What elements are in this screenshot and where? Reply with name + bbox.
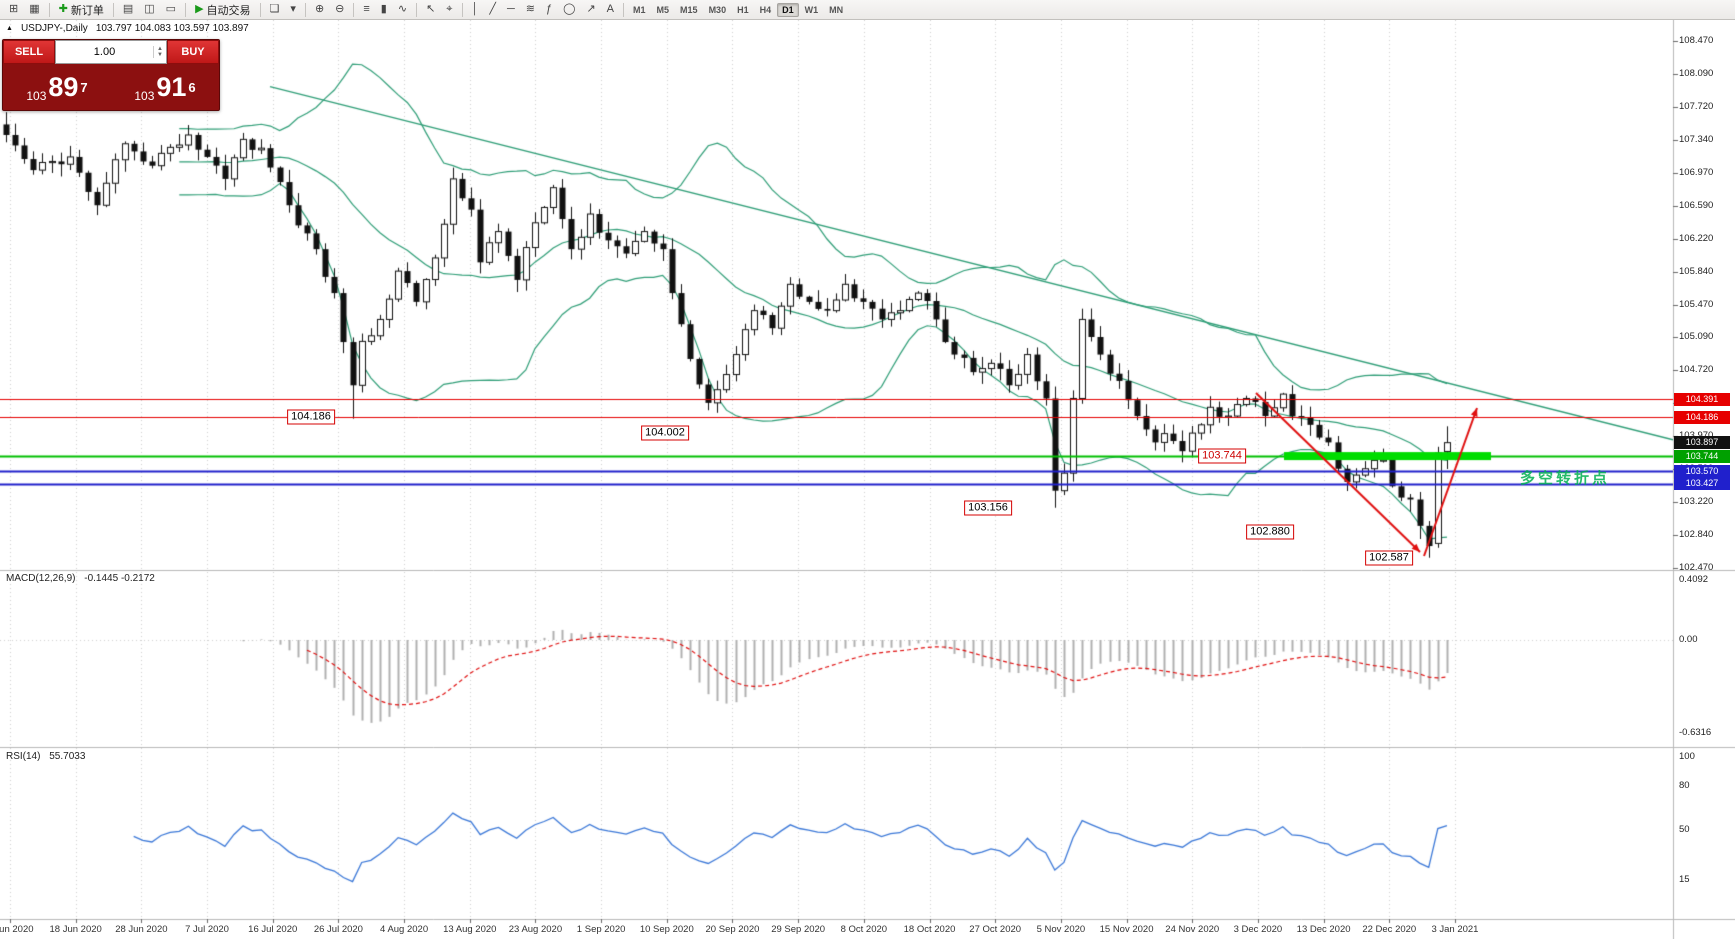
vertical-line-icon: │ bbox=[471, 3, 479, 15]
line-chart-icon: ∿ bbox=[397, 3, 408, 15]
trendline-icon: ╱ bbox=[489, 3, 496, 15]
chart-window-icon[interactable]: ⊞ bbox=[4, 1, 23, 18]
shapes-icon[interactable]: ◯ bbox=[558, 1, 580, 18]
autotrade-icon: ▶ bbox=[195, 3, 204, 15]
timeframe-mn[interactable]: MN bbox=[829, 4, 844, 15]
toolbar-separator bbox=[416, 2, 418, 17]
profiles-icon: ▾ bbox=[290, 3, 296, 15]
price-chart-canvas[interactable] bbox=[0, 20, 1735, 939]
symbol-ohlc-values: 103.797 104.083 103.597 103.897 bbox=[95, 23, 249, 34]
timeframe-h1[interactable]: H1 bbox=[737, 4, 749, 15]
cursor-icon[interactable]: ↖ bbox=[421, 1, 440, 18]
zoom-out-icon: ⊖ bbox=[335, 3, 345, 15]
volume-decrease-icon[interactable]: ▼ bbox=[157, 52, 163, 58]
main-toolbar: ⊞ ▦ ✚ 新订单 ▤ ◫ ▭ ▶ 自动交易 ❏ ▾ ⊕ ⊖ ≡ ▮ ∿ ↖ ⌖ │ ╱ ─ ≋ ƒ ◯ ↗ A M1 M5 M15 M3… bbox=[0, 0, 1735, 20]
text-icon[interactable]: A bbox=[602, 1, 619, 18]
toolbar-separator bbox=[461, 2, 463, 17]
timeframe-w1[interactable]: W1 bbox=[804, 4, 819, 15]
arrow-object-icon[interactable]: ↗ bbox=[581, 1, 600, 18]
toolbar-separator bbox=[48, 2, 50, 17]
zoom-out-icon[interactable]: ⊖ bbox=[330, 1, 349, 18]
symbol-title: USDJPY-,Daily bbox=[20, 23, 88, 34]
market-watch-icon: ▦ bbox=[29, 3, 40, 15]
one-click-trading-panel: SELL ▲ ▼ BUY 103 89 7 103 bbox=[2, 39, 220, 111]
crosshair-icon[interactable]: ⌖ bbox=[441, 1, 457, 18]
timeframe-d1[interactable]: D1 bbox=[777, 2, 799, 17]
bar-chart-icon[interactable]: ≡ bbox=[358, 1, 374, 18]
profiles-icon[interactable]: ▾ bbox=[285, 1, 301, 18]
sell-price-sup: 7 bbox=[80, 79, 88, 95]
horizontal-line-icon: ─ bbox=[507, 3, 515, 15]
timeframe-h4[interactable]: H4 bbox=[759, 4, 772, 15]
buy-button[interactable]: BUY bbox=[167, 40, 219, 64]
toolbar-separator bbox=[185, 2, 187, 17]
zoom-in-icon[interactable]: ⊕ bbox=[310, 1, 329, 18]
toolbar-separator bbox=[259, 2, 261, 17]
chart-title-bar: ▲ USDJPY-,Daily 103.797 104.083 103.597 … bbox=[6, 23, 249, 34]
toolbar-separator bbox=[304, 2, 306, 17]
autotrade-button[interactable]: ▶ 自动交易 bbox=[190, 1, 255, 18]
new-order-button-label: 新订单 bbox=[70, 4, 104, 17]
chart-window-icon: ⊞ bbox=[9, 3, 19, 15]
sell-price[interactable]: 103 89 7 bbox=[3, 64, 111, 110]
text-icon: A bbox=[606, 3, 615, 15]
toolbar-separator bbox=[112, 2, 114, 17]
terminal-icon[interactable]: ▭ bbox=[161, 1, 181, 18]
fibonacci-icon[interactable]: ƒ bbox=[541, 1, 557, 18]
channel-icon: ≋ bbox=[525, 3, 536, 15]
volume-increase-icon[interactable]: ▲ bbox=[157, 46, 163, 52]
data-window-icon[interactable]: ▤ bbox=[118, 1, 138, 18]
chart-region: ▲ USDJPY-,Daily 103.797 104.083 103.597 … bbox=[0, 20, 1735, 939]
bar-chart-icon: ≡ bbox=[363, 3, 370, 15]
symbol-dropdown-icon[interactable]: ▲ bbox=[6, 25, 13, 32]
navigator-icon: ◫ bbox=[144, 3, 155, 15]
candle-chart-icon: ▮ bbox=[380, 3, 387, 15]
cursor-icon: ↖ bbox=[426, 3, 436, 15]
sell-button[interactable]: SELL bbox=[3, 40, 55, 64]
line-chart-icon[interactable]: ∿ bbox=[393, 1, 412, 18]
volume-input[interactable] bbox=[56, 45, 153, 59]
autotrade-button-label: 自动交易 bbox=[206, 4, 251, 17]
navigator-icon[interactable]: ◫ bbox=[139, 1, 159, 18]
sell-price-big: 89 bbox=[48, 71, 79, 102]
candle-chart-icon[interactable]: ▮ bbox=[376, 1, 392, 18]
trendline-icon[interactable]: ╱ bbox=[484, 1, 501, 18]
crosshair-icon: ⌖ bbox=[446, 3, 453, 15]
timeframe-m5[interactable]: M5 bbox=[656, 4, 670, 15]
arrow-object-icon: ↗ bbox=[586, 3, 596, 15]
buy-price-big: 91 bbox=[156, 71, 187, 102]
new-chart-icon: ❏ bbox=[269, 3, 280, 15]
buy-price-sup: 6 bbox=[188, 79, 196, 95]
sell-price-prefix: 103 bbox=[26, 89, 47, 103]
vertical-line-icon[interactable]: │ bbox=[467, 1, 484, 18]
timeframe-m30[interactable]: M30 bbox=[708, 4, 727, 15]
new-order-button[interactable]: ✚ 新订单 bbox=[54, 1, 109, 18]
fibonacci-icon: ƒ bbox=[546, 3, 553, 15]
toolbar-separator bbox=[353, 2, 355, 17]
timeframe-m15[interactable]: M15 bbox=[680, 4, 698, 15]
channel-icon[interactable]: ≋ bbox=[521, 1, 540, 18]
market-watch-icon[interactable]: ▦ bbox=[24, 1, 44, 18]
horizontal-line-icon[interactable]: ─ bbox=[502, 1, 520, 18]
new-chart-icon[interactable]: ❏ bbox=[265, 1, 285, 18]
buy-price[interactable]: 103 91 6 bbox=[111, 64, 219, 110]
timeframe-m1[interactable]: M1 bbox=[633, 4, 646, 15]
new-order-icon: ✚ bbox=[58, 3, 68, 15]
zoom-in-icon: ⊕ bbox=[314, 3, 325, 15]
shapes-icon: ◯ bbox=[563, 3, 576, 15]
data-window-icon: ▤ bbox=[122, 3, 134, 15]
buy-price-prefix: 103 bbox=[134, 89, 155, 103]
terminal-icon: ▭ bbox=[165, 3, 177, 15]
